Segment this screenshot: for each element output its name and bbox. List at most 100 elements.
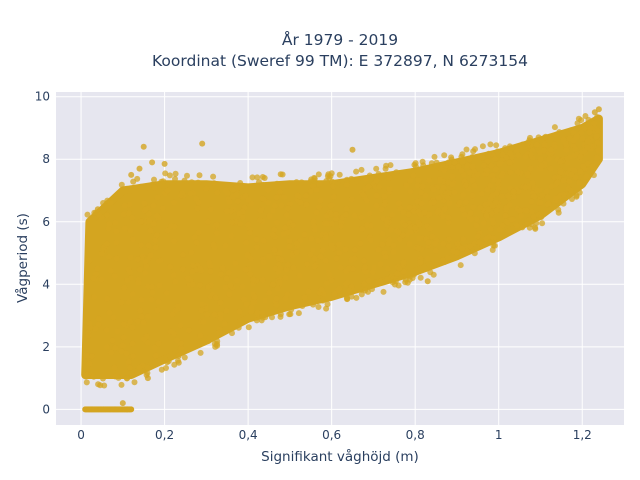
data-point bbox=[181, 177, 188, 184]
data-point bbox=[187, 190, 194, 197]
data-point bbox=[143, 263, 150, 269]
data-point bbox=[471, 182, 478, 189]
data-point bbox=[150, 220, 157, 227]
data-point bbox=[328, 277, 335, 284]
data-point bbox=[274, 180, 280, 187]
x-axis-title: Signifikant våghöjd (m) bbox=[261, 448, 419, 465]
data-point bbox=[89, 353, 95, 360]
data-point bbox=[147, 227, 154, 234]
data-point bbox=[105, 225, 112, 232]
data-point bbox=[138, 296, 145, 303]
data-point bbox=[127, 254, 134, 261]
data-point bbox=[379, 241, 386, 248]
data-point bbox=[463, 199, 469, 206]
data-point bbox=[506, 202, 513, 208]
data-point bbox=[270, 281, 277, 288]
data-point bbox=[483, 212, 490, 219]
outlier-point bbox=[149, 159, 156, 166]
data-point bbox=[310, 218, 317, 225]
data-point bbox=[205, 218, 211, 225]
data-point bbox=[282, 224, 288, 231]
data-point bbox=[127, 227, 134, 234]
data-point bbox=[564, 160, 571, 166]
data-point bbox=[153, 212, 160, 219]
data-point bbox=[513, 222, 520, 229]
data-point bbox=[445, 243, 452, 250]
data-point bbox=[147, 252, 154, 259]
data-point bbox=[461, 211, 468, 218]
data-point bbox=[257, 207, 264, 214]
data-point bbox=[518, 213, 525, 219]
data-point bbox=[369, 269, 376, 276]
data-point bbox=[381, 201, 388, 208]
x-tick-label: 1,2 bbox=[573, 428, 592, 442]
data-point bbox=[95, 316, 102, 323]
data-point bbox=[407, 224, 414, 231]
data-point bbox=[394, 270, 401, 277]
data-point bbox=[200, 319, 207, 325]
data-point bbox=[319, 247, 326, 254]
data-point bbox=[437, 177, 443, 184]
data-point bbox=[569, 196, 575, 202]
data-point bbox=[463, 146, 470, 153]
data-point bbox=[205, 338, 212, 345]
data-point bbox=[594, 139, 601, 146]
data-point bbox=[554, 179, 561, 186]
data-point bbox=[145, 210, 152, 217]
data-point bbox=[250, 299, 257, 306]
chart-title-line-1: År 1979 - 2019 bbox=[282, 30, 398, 49]
data-point bbox=[136, 266, 143, 273]
data-point bbox=[177, 322, 184, 329]
data-point bbox=[188, 179, 195, 186]
data-point bbox=[488, 210, 495, 217]
data-point bbox=[148, 283, 155, 290]
data-point bbox=[522, 184, 529, 191]
data-point bbox=[149, 181, 156, 188]
data-point bbox=[439, 161, 446, 168]
data-point bbox=[218, 271, 224, 278]
data-points bbox=[81, 106, 603, 413]
data-point bbox=[104, 212, 111, 219]
data-point bbox=[212, 294, 219, 301]
data-point bbox=[335, 241, 342, 248]
data-point bbox=[114, 372, 120, 379]
data-point bbox=[172, 278, 179, 285]
data-point bbox=[138, 242, 145, 249]
data-point bbox=[390, 242, 397, 249]
data-point bbox=[367, 237, 374, 244]
data-point bbox=[525, 139, 531, 146]
data-point bbox=[487, 239, 493, 246]
outlier-point bbox=[128, 171, 135, 178]
data-point bbox=[310, 247, 316, 253]
data-point bbox=[310, 183, 317, 190]
data-point bbox=[109, 337, 116, 344]
data-point bbox=[137, 218, 144, 225]
data-point bbox=[152, 237, 159, 244]
data-point bbox=[175, 359, 182, 366]
data-point bbox=[383, 218, 390, 225]
data-point bbox=[313, 187, 320, 193]
data-point bbox=[469, 192, 476, 199]
data-point bbox=[371, 264, 377, 271]
data-point bbox=[232, 260, 239, 267]
data-point bbox=[484, 167, 490, 174]
data-point bbox=[412, 224, 419, 231]
data-point bbox=[396, 200, 402, 207]
data-point bbox=[120, 334, 127, 341]
data-point bbox=[83, 352, 90, 359]
data-point bbox=[346, 287, 353, 294]
data-point bbox=[135, 256, 141, 263]
data-point bbox=[524, 171, 531, 177]
data-point bbox=[433, 261, 440, 268]
data-point bbox=[508, 216, 515, 223]
data-point bbox=[416, 235, 422, 242]
data-point bbox=[129, 324, 136, 331]
data-point bbox=[223, 307, 230, 314]
data-point bbox=[266, 289, 273, 296]
data-point bbox=[485, 206, 492, 213]
data-point bbox=[92, 325, 99, 332]
data-point bbox=[134, 318, 141, 325]
data-point bbox=[222, 284, 229, 291]
data-point bbox=[194, 205, 201, 212]
data-point bbox=[121, 202, 128, 209]
